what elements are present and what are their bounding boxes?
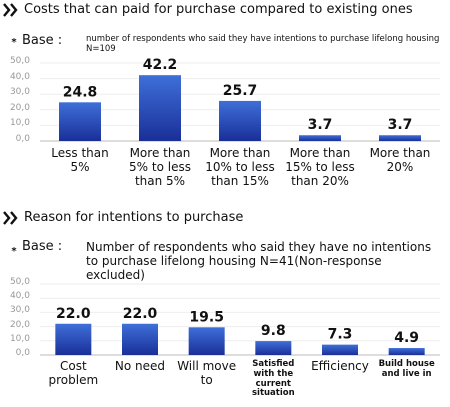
value-label: 9.8 — [261, 323, 286, 339]
bar — [299, 135, 341, 141]
y-tick-label: 40,0 — [9, 71, 30, 82]
value-label: 19.5 — [189, 309, 224, 325]
chart-title: Reason for intentions to purchase — [24, 210, 244, 225]
bar — [255, 341, 292, 355]
bar — [322, 344, 358, 355]
base-label: Base : — [22, 33, 63, 48]
bar — [388, 348, 425, 355]
bullet: * — [11, 37, 17, 48]
x-tick-label: More than 10% to less than 15% — [205, 146, 275, 188]
y-tick-label: 30,0 — [9, 87, 30, 98]
base-text: number of respondents who said they have… — [86, 34, 440, 54]
bar — [219, 100, 261, 141]
value-label: 4.9 — [394, 330, 419, 346]
y-tick-label: 0,0 — [15, 134, 30, 144]
x-tick-label: More than 5% to less than 5% — [129, 146, 191, 188]
value-label: 22.0 — [56, 306, 91, 322]
value-label: 25.7 — [223, 83, 258, 99]
y-tick-label: 10,0 — [9, 118, 30, 129]
y-tick-label: 10,0 — [9, 333, 30, 344]
x-tick-label: Cost problem — [48, 359, 99, 387]
x-tick-label: Satisfied with the current situation — [251, 359, 295, 399]
value-label: 3.7 — [308, 117, 333, 133]
value-label: 3.7 — [388, 117, 413, 133]
bar — [139, 75, 181, 141]
y-tick-label: 20,0 — [9, 102, 30, 113]
value-label: 7.3 — [328, 327, 353, 343]
bar — [55, 323, 92, 355]
x-tick-label: More than 20% — [369, 146, 431, 174]
x-tick-label: Build house and live in — [378, 359, 435, 379]
x-tick-label: Will move to — [177, 359, 237, 387]
bullet: * — [11, 246, 17, 257]
y-tick-label: 50,0 — [9, 277, 30, 287]
base-text: Number of respondents who said they have… — [86, 240, 432, 282]
bar — [379, 135, 421, 141]
x-tick-label: Less than 5% — [51, 146, 109, 174]
y-tick-label: 0,0 — [15, 348, 30, 358]
bar — [122, 323, 158, 355]
value-label: 24.8 — [63, 84, 98, 100]
bar — [59, 102, 101, 141]
y-tick-label: 20,0 — [9, 319, 30, 330]
bar — [188, 327, 225, 355]
title-icon — [3, 211, 18, 225]
value-label: 42.2 — [143, 57, 178, 73]
y-tick-label: 50,0 — [9, 56, 30, 66]
base-label: Base : — [22, 239, 63, 254]
chart-title: Costs that can paid for purchase compare… — [24, 2, 413, 17]
y-tick-label: 40,0 — [9, 291, 30, 302]
y-tick-label: 30,0 — [9, 305, 30, 316]
title-icon — [3, 3, 18, 17]
x-tick-label: No need — [114, 359, 166, 373]
x-tick-label: More than 15% to less than 20% — [285, 146, 355, 188]
value-label: 22.0 — [123, 306, 158, 322]
x-tick-label: Efficiency — [311, 359, 369, 373]
